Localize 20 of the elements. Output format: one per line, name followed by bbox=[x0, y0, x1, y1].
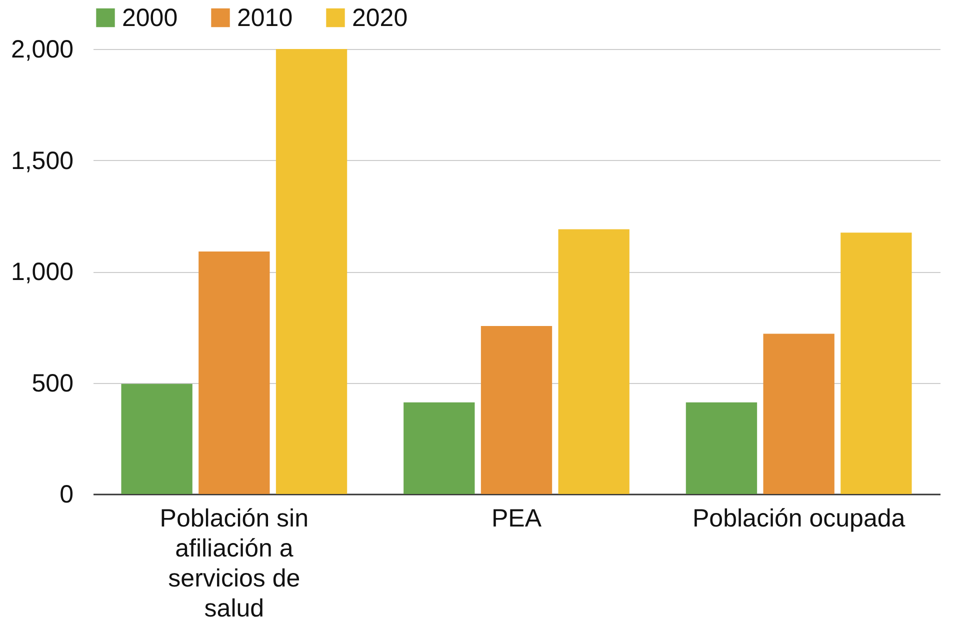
bar bbox=[121, 384, 192, 494]
bar bbox=[558, 229, 630, 494]
bar bbox=[763, 334, 834, 494]
bar bbox=[840, 232, 912, 494]
legend-label: 2020 bbox=[352, 4, 408, 32]
x-tick-label: Población sin afiliación a servicios de salud bbox=[160, 504, 309, 622]
y-tick-label: 0 bbox=[60, 480, 74, 508]
y-tick-label: 2,000 bbox=[10, 36, 74, 64]
legend-label: 2010 bbox=[237, 4, 293, 32]
x-tick-label: PEA bbox=[491, 504, 542, 532]
legend-label: 2000 bbox=[122, 4, 178, 32]
bar bbox=[198, 251, 270, 494]
y-tick-label: 1,000 bbox=[10, 258, 74, 286]
x-tick-label: Población ocupada bbox=[692, 504, 906, 532]
bar bbox=[480, 326, 552, 494]
y-tick-label: 500 bbox=[32, 369, 74, 398]
bar bbox=[686, 402, 758, 494]
bar bbox=[276, 49, 348, 494]
bar bbox=[404, 402, 475, 494]
y-tick-label: 1,500 bbox=[10, 146, 74, 175]
